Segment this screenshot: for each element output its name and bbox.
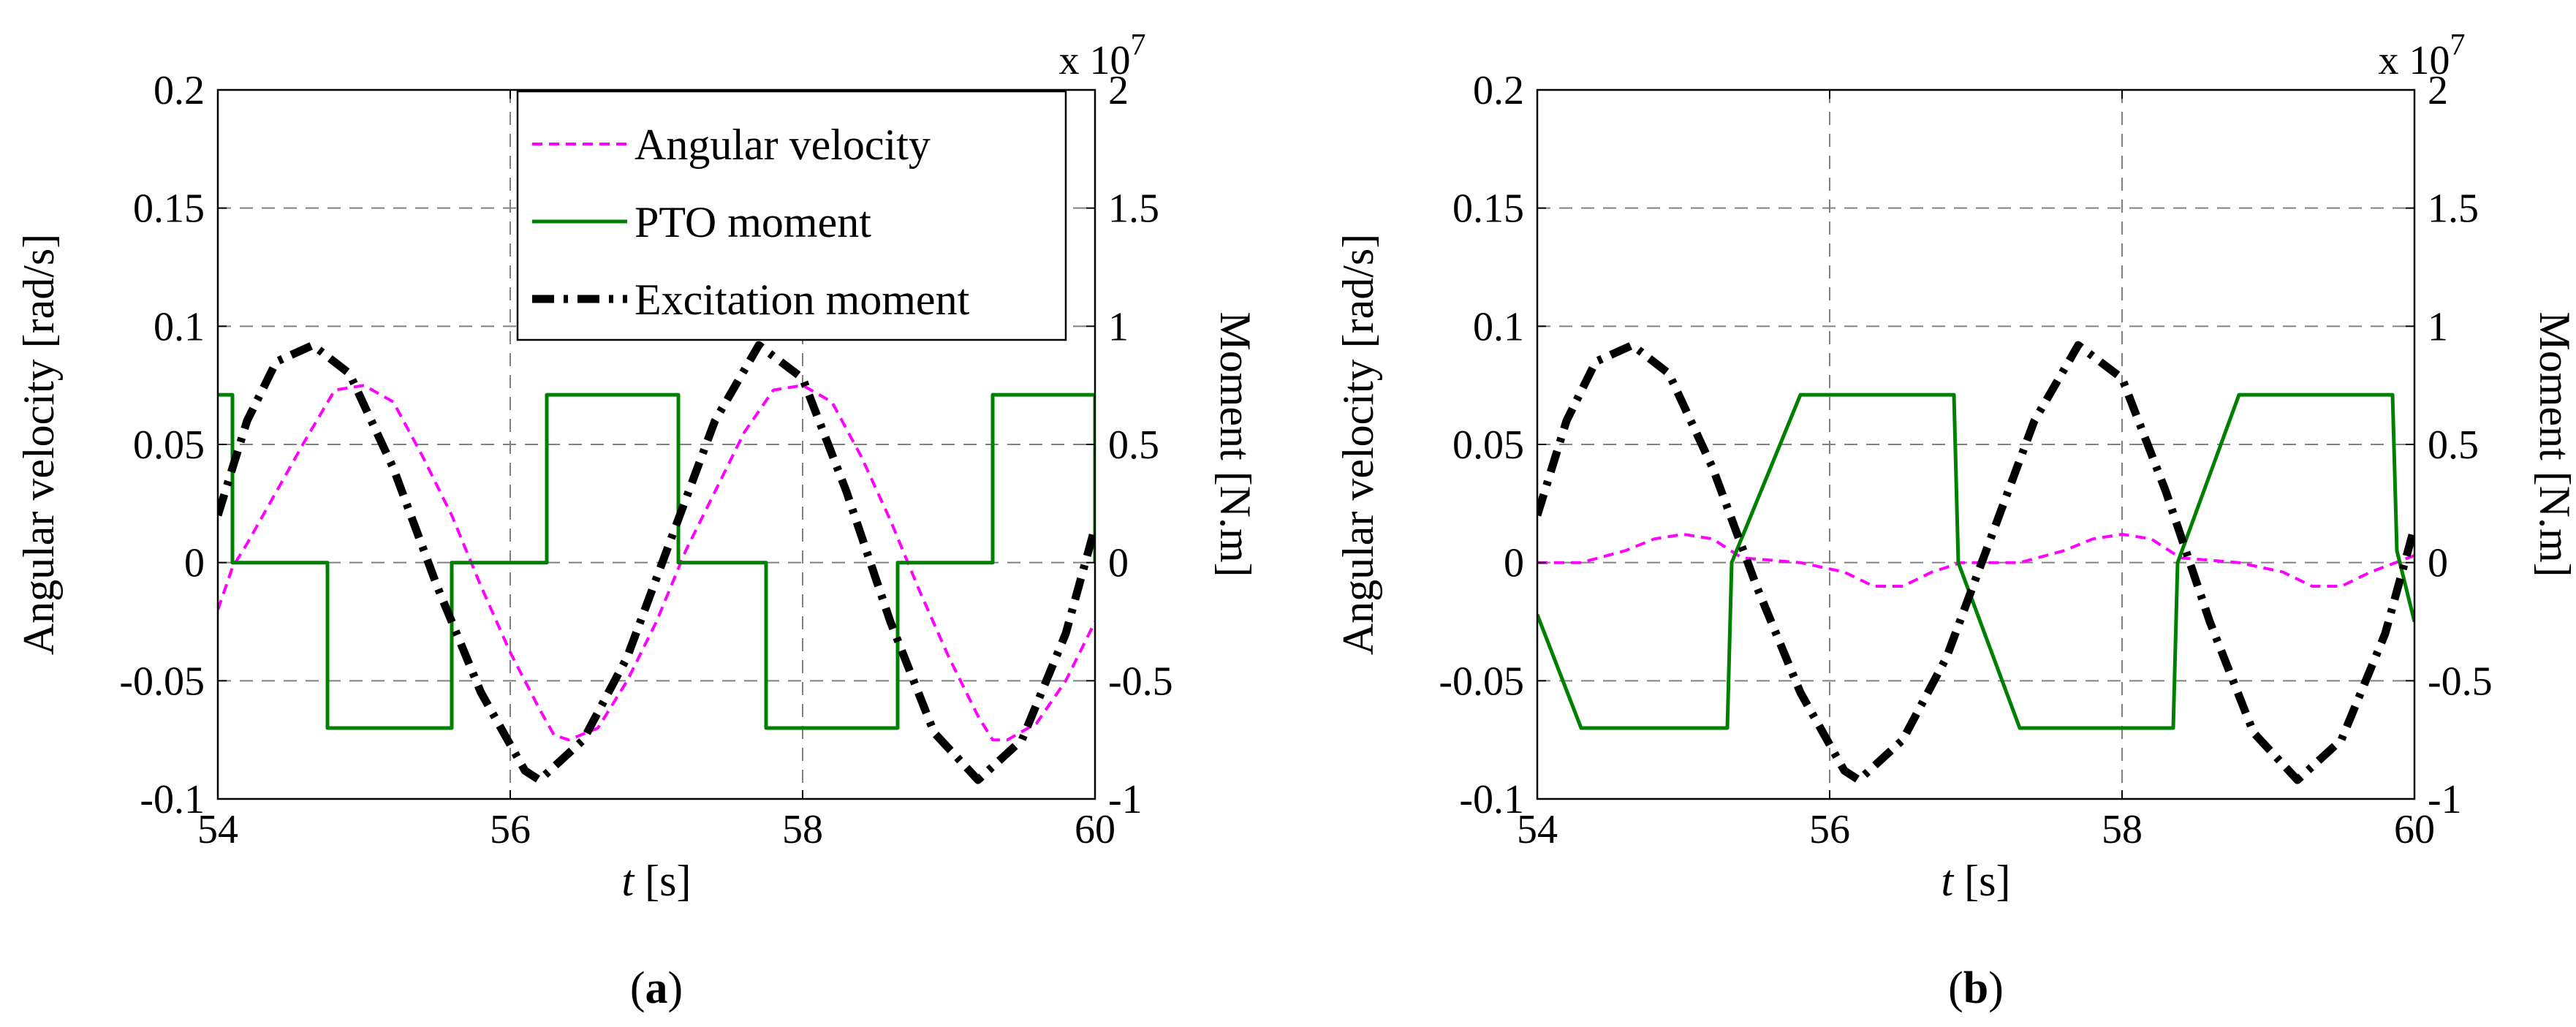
y-right-axis-label: Moment [N.m] — [1211, 311, 1259, 577]
panel-label: (b) — [1948, 963, 2004, 1013]
x-tick-label: 56 — [1809, 807, 1850, 852]
series-line-angular-velocity — [1537, 532, 2414, 588]
y-right-tick-label: 0.5 — [1108, 422, 1159, 468]
y-right-tick-label: 2 — [1108, 68, 1129, 113]
y-left-axis-label: Angular velocity [rad/s] — [1334, 234, 1382, 655]
y-right-tick-label: 1 — [1108, 304, 1129, 349]
multiplier-base: x 10 — [1059, 38, 1131, 83]
y-left-tick-label: 0 — [184, 541, 205, 586]
panel-label-letter: a — [645, 963, 668, 1013]
y-right-tick-label: 2 — [2428, 68, 2448, 113]
x-axis-label-var: t — [622, 857, 635, 905]
legend-entry-angular-velocity: Angular velocity — [634, 121, 931, 169]
right-axis-multiplier: x 107 — [2379, 29, 2466, 83]
y-left-tick-label: 0.2 — [1473, 68, 1524, 113]
y-right-tick-label: -0.5 — [1108, 659, 1173, 704]
right-axis-multiplier: x 107 — [1059, 29, 1146, 83]
x-axis-label-var: t — [1942, 857, 1955, 905]
y-left-tick-label: 0.1 — [1473, 304, 1524, 349]
x-tick-label: 58 — [2102, 807, 2143, 852]
y-right-tick-label: -1 — [2428, 777, 2462, 822]
x-tick-label: 60 — [1075, 807, 1115, 852]
y-left-tick-label: 0.15 — [1452, 186, 1524, 232]
y-left-tick-label: -0.05 — [1439, 659, 1524, 704]
series-line-pto-moment — [1537, 393, 2414, 730]
y-left-tick-label: 0.2 — [154, 68, 205, 113]
y-right-tick-label: 1 — [2428, 304, 2448, 349]
series-group — [218, 341, 1095, 784]
legend-entry-excitation-moment: Excitation moment — [634, 276, 970, 324]
panel-a: 54 56 58 60 -0.1 -0.05 0 0.05 0.1 0.15 0.2 -1 -0.5 0 0… — [15, 29, 1259, 1013]
y-right-tick-label: 1.5 — [1108, 186, 1159, 232]
x-axis-label: t [s] — [622, 857, 692, 905]
series-group — [1537, 341, 2414, 784]
multiplier-exponent: 7 — [2450, 29, 2466, 62]
x-tick-label: 56 — [490, 807, 531, 852]
y-left-tick-label: 0.15 — [133, 186, 205, 232]
x-tick-label: 60 — [2394, 807, 2435, 852]
panel-label-letter: b — [1963, 963, 1988, 1013]
panel-label: (a) — [630, 963, 683, 1013]
y-left-tick-label: -0.1 — [140, 777, 205, 822]
y-right-tick-label: 0 — [1108, 541, 1129, 586]
panel-label-close: ) — [1988, 963, 2004, 1013]
y-left-tick-label: 0.05 — [1452, 422, 1524, 468]
y-right-tick-label: 1.5 — [2428, 186, 2479, 232]
multiplier-base: x 10 — [2379, 38, 2450, 83]
y-right-tick-label: 0 — [2428, 541, 2448, 586]
x-tick-label: 54 — [197, 807, 238, 852]
series-line-excitation-moment — [218, 341, 1095, 784]
x-axis-label-unit: [s] — [634, 857, 691, 905]
y-left-axis-label: Angular velocity [rad/s] — [15, 234, 63, 655]
series-line-pto-moment — [218, 393, 1095, 730]
y-right-tick-label: -0.5 — [2428, 659, 2493, 704]
series-line-angular-velocity — [218, 384, 1095, 742]
x-tick-label: 54 — [1517, 807, 1558, 852]
series-line-excitation-moment — [1537, 341, 2414, 784]
panel-label-open: ( — [1948, 963, 1963, 1013]
y-left-tick-label: 0.05 — [133, 422, 205, 468]
y-left-tick-label: 0.1 — [154, 304, 205, 349]
multiplier-exponent: 7 — [1131, 29, 1146, 62]
y-right-tick-label: 0.5 — [2428, 422, 2479, 468]
panel-b: 54 56 58 60 -0.1 -0.05 0 0.05 0.1 0.15 0.2 -1 -0.5 0 0… — [1334, 29, 2576, 1013]
panel-label-close: ) — [668, 963, 683, 1013]
y-left-tick-label: -0.05 — [119, 659, 205, 704]
panel-label-open: ( — [630, 963, 645, 1013]
legend-entry-pto-moment: PTO moment — [634, 198, 871, 246]
y-right-tick-label: -1 — [1108, 777, 1143, 822]
x-axis-label-unit: [s] — [1953, 857, 2010, 905]
y-left-tick-label: -0.1 — [1459, 777, 1524, 822]
y-right-axis-label: Moment [N.m] — [2531, 311, 2576, 577]
y-left-tick-label: 0 — [1504, 541, 1524, 586]
x-axis-label: t [s] — [1942, 857, 2011, 905]
x-tick-label: 58 — [782, 807, 823, 852]
